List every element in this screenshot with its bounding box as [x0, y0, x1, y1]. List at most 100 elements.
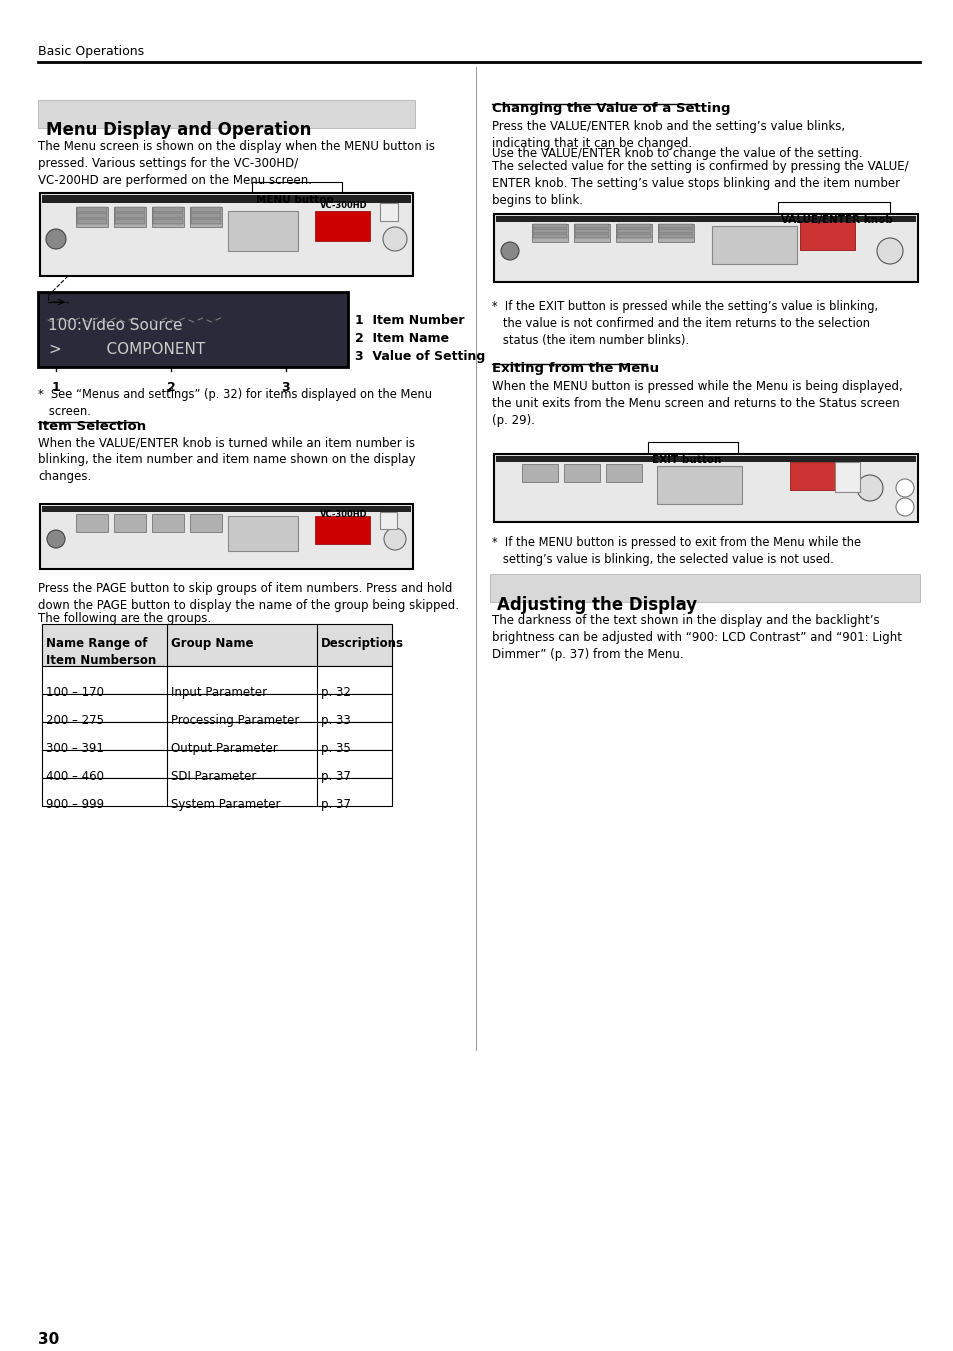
FancyBboxPatch shape [521, 463, 558, 482]
Text: 1: 1 [51, 381, 60, 394]
Text: p. 32: p. 32 [320, 686, 351, 698]
Circle shape [46, 230, 66, 249]
Text: Group Name: Group Name [171, 638, 253, 650]
FancyBboxPatch shape [152, 513, 184, 532]
Text: 30: 30 [38, 1332, 59, 1347]
FancyBboxPatch shape [575, 224, 608, 228]
Text: 2: 2 [167, 381, 175, 394]
FancyBboxPatch shape [40, 504, 413, 569]
FancyBboxPatch shape [191, 213, 221, 218]
Text: Input Parameter: Input Parameter [171, 686, 267, 698]
FancyBboxPatch shape [617, 224, 650, 228]
FancyBboxPatch shape [76, 513, 108, 532]
FancyBboxPatch shape [496, 457, 915, 462]
FancyBboxPatch shape [533, 224, 566, 228]
FancyBboxPatch shape [42, 721, 392, 750]
Text: *  See “Menus and settings” (p. 32) for items displayed on the Menu
   screen.: * See “Menus and settings” (p. 32) for i… [38, 388, 432, 417]
FancyBboxPatch shape [616, 224, 651, 242]
FancyBboxPatch shape [496, 216, 915, 222]
Text: 3  Value of Setting: 3 Value of Setting [355, 350, 485, 363]
FancyBboxPatch shape [42, 666, 392, 694]
FancyBboxPatch shape [574, 224, 609, 242]
FancyBboxPatch shape [314, 211, 370, 240]
Circle shape [895, 499, 913, 516]
FancyBboxPatch shape [76, 207, 108, 227]
FancyBboxPatch shape [659, 224, 692, 228]
FancyBboxPatch shape [379, 203, 397, 222]
Circle shape [856, 476, 882, 501]
FancyBboxPatch shape [711, 226, 796, 263]
Text: The following are the groups.: The following are the groups. [38, 612, 211, 626]
Text: System Parameter: System Parameter [171, 798, 280, 811]
Text: 200 – 275: 200 – 275 [46, 713, 104, 727]
FancyBboxPatch shape [190, 207, 222, 227]
Text: 100:Video Source: 100:Video Source [48, 317, 182, 332]
FancyBboxPatch shape [605, 463, 641, 482]
FancyBboxPatch shape [40, 193, 413, 276]
FancyBboxPatch shape [42, 778, 392, 807]
Text: VALUE/ENTER knob: VALUE/ENTER knob [781, 215, 892, 226]
FancyBboxPatch shape [834, 462, 859, 492]
Circle shape [876, 238, 902, 263]
FancyBboxPatch shape [42, 195, 411, 203]
FancyBboxPatch shape [190, 513, 222, 532]
FancyBboxPatch shape [533, 230, 566, 232]
Text: When the MENU button is pressed while the Menu is being displayed,
the unit exit: When the MENU button is pressed while th… [492, 380, 902, 427]
FancyBboxPatch shape [647, 442, 738, 458]
Text: Output Parameter: Output Parameter [171, 742, 277, 755]
FancyBboxPatch shape [563, 463, 599, 482]
Text: The darkness of the text shown in the display and the backlight’s
brightness can: The darkness of the text shown in the di… [492, 613, 901, 661]
Text: Press the VALUE/ENTER knob and the setting’s value blinks,
indicating that it ca: Press the VALUE/ENTER knob and the setti… [492, 120, 844, 150]
FancyBboxPatch shape [617, 234, 650, 238]
Text: 2  Item Name: 2 Item Name [355, 332, 449, 345]
FancyBboxPatch shape [115, 213, 145, 218]
FancyBboxPatch shape [38, 292, 348, 367]
FancyBboxPatch shape [658, 224, 693, 242]
FancyBboxPatch shape [657, 466, 741, 504]
FancyBboxPatch shape [152, 207, 183, 212]
FancyBboxPatch shape [575, 230, 608, 232]
Text: Adjusting the Display: Adjusting the Display [497, 596, 697, 613]
FancyBboxPatch shape [113, 207, 146, 227]
FancyBboxPatch shape [490, 574, 919, 603]
FancyBboxPatch shape [77, 207, 107, 212]
FancyBboxPatch shape [191, 219, 221, 224]
Text: The Menu screen is shown on the display when the MENU button is
pressed. Various: The Menu screen is shown on the display … [38, 141, 435, 186]
FancyBboxPatch shape [575, 234, 608, 238]
FancyBboxPatch shape [379, 512, 396, 530]
Circle shape [382, 227, 407, 251]
Text: p. 37: p. 37 [320, 798, 351, 811]
Text: Use the VALUE/ENTER knob to change the value of the setting.: Use the VALUE/ENTER knob to change the v… [492, 147, 862, 159]
FancyBboxPatch shape [789, 462, 844, 490]
FancyBboxPatch shape [115, 207, 145, 212]
FancyBboxPatch shape [42, 507, 411, 512]
FancyBboxPatch shape [533, 234, 566, 238]
Circle shape [47, 530, 65, 549]
FancyBboxPatch shape [659, 230, 692, 232]
Circle shape [500, 242, 518, 259]
Text: COMPONENT: COMPONENT [48, 342, 205, 357]
FancyBboxPatch shape [617, 230, 650, 232]
Text: SDI Parameter: SDI Parameter [171, 770, 256, 784]
Text: Basic Operations: Basic Operations [38, 45, 144, 58]
Text: Name Range of
Item Numberson: Name Range of Item Numberson [46, 638, 156, 667]
FancyBboxPatch shape [152, 213, 183, 218]
Text: 400 – 460: 400 – 460 [46, 770, 104, 784]
Text: VC-300HD: VC-300HD [319, 201, 367, 209]
FancyBboxPatch shape [494, 454, 917, 521]
FancyBboxPatch shape [494, 213, 917, 282]
Text: EXIT button: EXIT button [651, 455, 720, 465]
Text: 900 – 999: 900 – 999 [46, 798, 104, 811]
FancyBboxPatch shape [115, 219, 145, 224]
Text: p. 37: p. 37 [320, 770, 351, 784]
FancyBboxPatch shape [77, 219, 107, 224]
FancyBboxPatch shape [152, 219, 183, 224]
Text: Descriptions: Descriptions [320, 638, 403, 650]
FancyBboxPatch shape [191, 207, 221, 212]
FancyBboxPatch shape [42, 750, 392, 778]
FancyBboxPatch shape [42, 694, 392, 721]
FancyBboxPatch shape [314, 516, 370, 544]
Text: 100 – 170: 100 – 170 [46, 686, 104, 698]
Text: Exiting from the Menu: Exiting from the Menu [492, 362, 659, 376]
FancyBboxPatch shape [659, 234, 692, 238]
